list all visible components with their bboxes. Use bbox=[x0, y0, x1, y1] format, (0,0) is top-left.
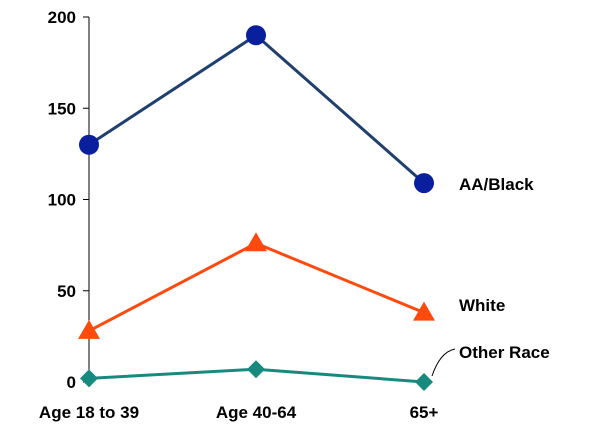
data-point-circle bbox=[79, 134, 99, 155]
y-tick-label: 50 bbox=[57, 282, 76, 301]
y-tick-label: 200 bbox=[48, 8, 76, 27]
data-point-diamond bbox=[415, 373, 433, 391]
data-point-triangle bbox=[245, 232, 267, 252]
series-line bbox=[88, 241, 425, 333]
series-label: Other Race bbox=[459, 343, 550, 362]
series-line bbox=[88, 33, 425, 185]
y-axis: 0 50 100 150 200 bbox=[48, 8, 90, 392]
series-layer: AA/Black White Other Race bbox=[78, 25, 550, 391]
x-axis-labels: Age 18 to 39 Age 40-64 65+ bbox=[39, 403, 439, 422]
y-tick-label: 150 bbox=[48, 99, 76, 118]
series-label: White bbox=[459, 296, 505, 315]
label-leader-line bbox=[431, 348, 456, 377]
data-point-diamond bbox=[80, 369, 98, 388]
data-point-triangle bbox=[413, 301, 435, 321]
x-tick-label: Age 40-64 bbox=[216, 403, 297, 422]
series-white: White bbox=[78, 232, 505, 339]
y-tick-label: 100 bbox=[48, 191, 76, 210]
x-tick-label: Age 18 to 39 bbox=[39, 403, 139, 422]
x-tick-label: 65+ bbox=[410, 403, 439, 422]
y-tick-label: 0 bbox=[67, 373, 76, 392]
series-aa-black: AA/Black bbox=[79, 25, 534, 194]
series-other-race: Other Race bbox=[80, 343, 550, 391]
data-point-diamond bbox=[247, 360, 265, 379]
data-point-triangle bbox=[78, 319, 100, 339]
series-label: AA/Black bbox=[459, 175, 534, 194]
data-point-circle bbox=[414, 173, 434, 194]
data-point-circle bbox=[246, 25, 266, 46]
